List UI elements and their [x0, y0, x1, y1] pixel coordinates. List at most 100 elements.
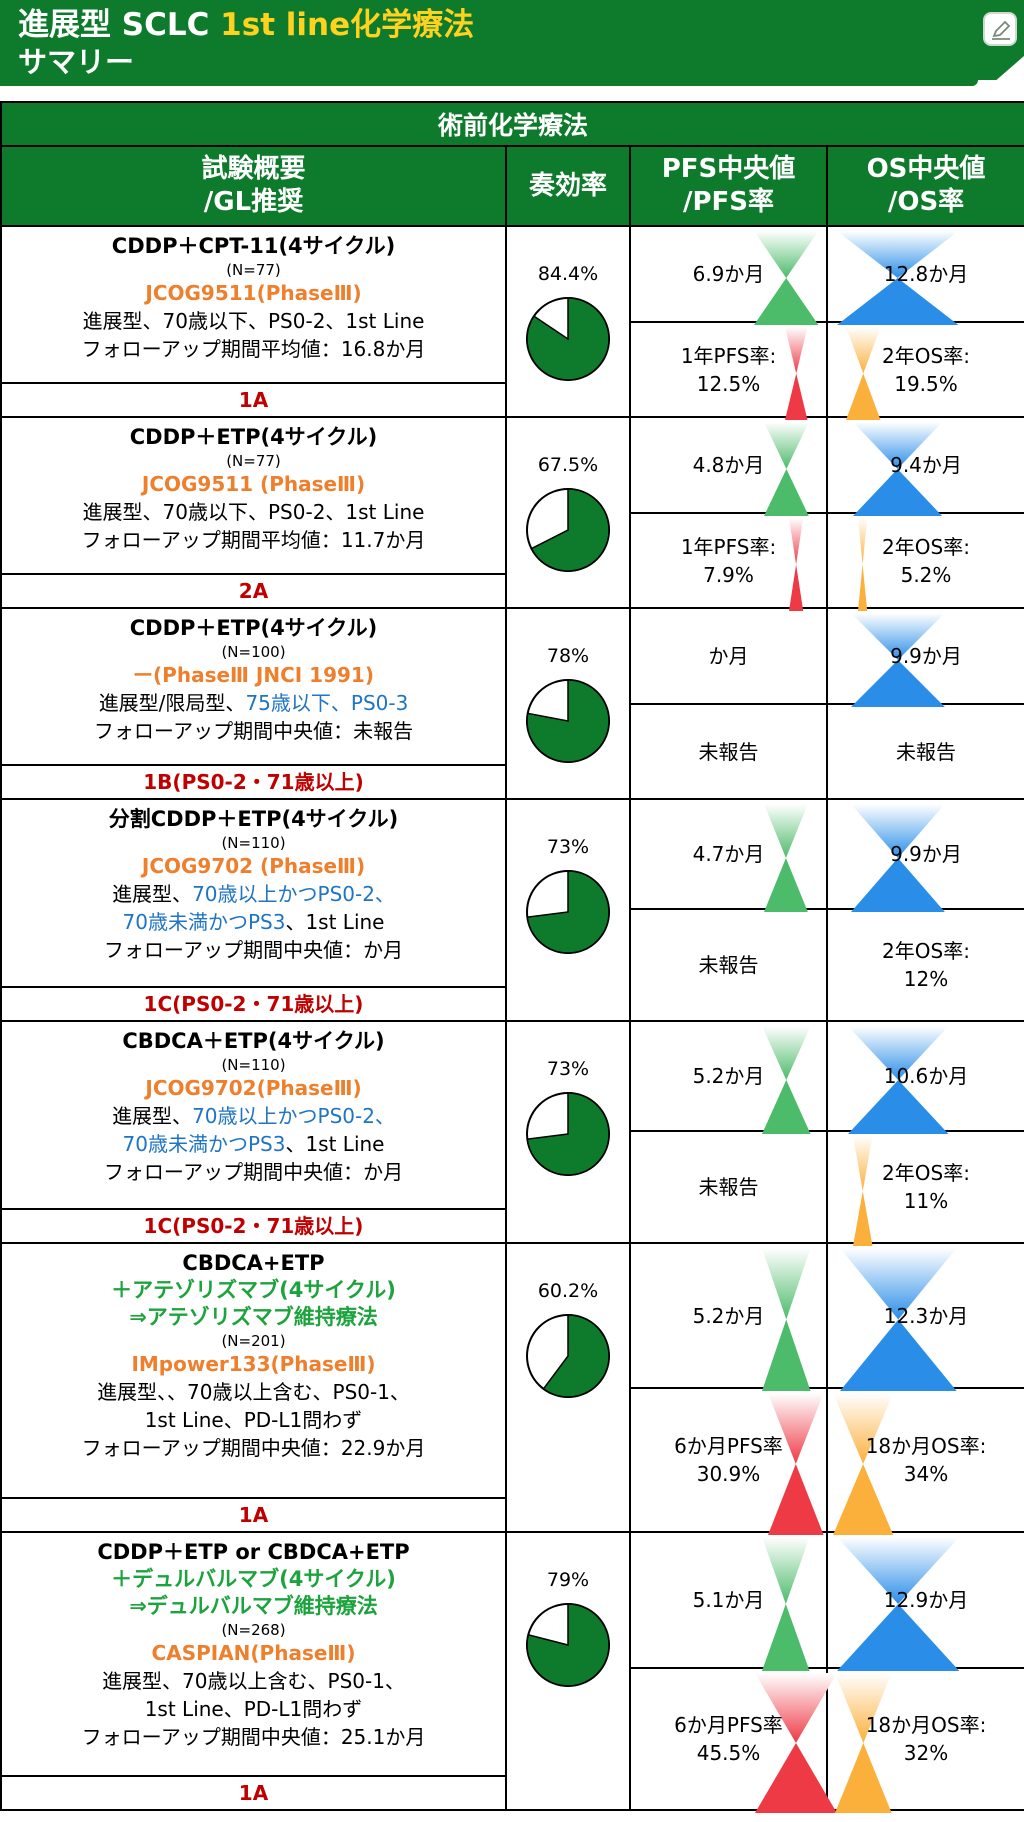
response-rate-cell: 73%	[505, 1020, 631, 1244]
os-rate-cell-hourglass	[832, 1393, 894, 1535]
pfs-median-cell-hourglass	[764, 804, 808, 912]
os-median-cell-text: 12.8か月	[828, 260, 1024, 288]
sample-size: (N=201)	[221, 1332, 286, 1350]
os-rate-cell-box: 2年OS率: 12%	[828, 910, 1024, 1020]
page-header: 進展型 SCLC 1st line化学療法 サマリー	[0, 0, 978, 86]
os-rate-cell-box: 2年OS率: 19.5%	[828, 323, 1024, 420]
description-text: 70歳以上かつPS0-2、	[192, 1104, 395, 1128]
description-text: フォローアップ期間平均値：11.7か月	[81, 528, 426, 552]
study-description: 進展型、70歳以上かつPS0-2、	[4, 880, 503, 908]
pfs-median-cell-text: か月	[631, 642, 826, 670]
os-median-cell-line: 9.9か月	[890, 842, 962, 866]
pfs-median-cell-hourglass-top	[763, 422, 809, 469]
pfs-median-cell-box: 4.8か月	[631, 418, 826, 516]
os-rate-cell-hourglass	[834, 1673, 892, 1813]
trial-name: CASPIAN(PhaseⅢ)	[151, 1641, 356, 1665]
pie-slice-response	[526, 1092, 610, 1176]
regimen-title: ⇒デュルバルマブ維持療法	[129, 1594, 378, 1618]
os-median-cell-hourglass-bottom	[851, 660, 945, 707]
os-median-cell-text: 9.9か月	[828, 642, 1024, 670]
col-header-line: /OS率	[887, 187, 965, 217]
study-box: 分割CDDP＋ETP(4サイクル) (N=110) JCOG9702 (PhaseⅢ…	[2, 800, 505, 1020]
study-cell: CDDP＋ETP(4サイクル) (N=77) JCOG9511 (PhaseⅢ) 進展…	[0, 416, 507, 609]
study-description: 1st Line、PD-L1問わず	[4, 1695, 503, 1723]
pfs-rate-cell-line: 未報告	[698, 1175, 759, 1199]
study-cell: CDDP＋ETP or CBDCA+ETP ＋デュルバルマブ(4サイクル) ⇒デュル…	[0, 1531, 507, 1811]
os-rate-cell-text: 18か月OS率: 32%	[828, 1711, 1024, 1767]
pfs-median-cell-hourglass	[763, 422, 809, 516]
os-rate-cell-hourglass	[845, 327, 881, 420]
pen-edit-icon[interactable]	[983, 12, 1017, 46]
study-description: フォローアップ期間平均値：16.8か月	[4, 335, 503, 363]
description-text: 1st Line、PD-L1問わず	[144, 1697, 363, 1721]
response-rate-label: 79%	[546, 1569, 590, 1591]
description-text: フォローアップ期間中央値：25.1か月	[81, 1725, 426, 1749]
os-median-cell-line: 12.9か月	[883, 1588, 969, 1612]
pfs-rate-cell-hourglass	[784, 327, 808, 420]
os-rate-cell-line: 34%	[903, 1462, 949, 1486]
gl-recommendation: 1C(PS0-2・71歳以上)	[2, 1208, 505, 1242]
trial-name: ー(PhaseⅢ JNCI 1991)	[133, 663, 374, 687]
section-title: 術前化学療法	[0, 101, 1024, 147]
description-text: 70歳未満かつPS3	[122, 1132, 286, 1156]
pfs-median-cell: 4.7か月	[629, 798, 828, 912]
os-rate-cell: 未報告	[825, 703, 1024, 800]
pie-slice-response	[526, 870, 610, 954]
table-row-sub: 1年PFS率: 7.9% 2年OS率: 5.2%	[1, 512, 1024, 611]
pfs-median-cell-text: 5.2か月	[631, 1062, 826, 1090]
pfs-rate-cell-box: 1年PFS率: 12.5%	[631, 323, 826, 420]
os-median-cell-hourglass	[851, 804, 945, 912]
os-median-cell-line: 9.4か月	[890, 453, 962, 477]
regimen-title: ⇒アテゾリズマブ維持療法	[129, 1305, 378, 1329]
gl-recommendation: 1A	[2, 382, 505, 416]
description-text: フォローアップ期間中央値：未報告	[93, 719, 414, 743]
os-rate-cell: 2年OS率: 5.2%	[825, 512, 1024, 611]
os-median-cell: 9.9か月	[825, 607, 1024, 707]
pfs-median-cell-hourglass-bottom	[764, 858, 808, 912]
pfs-rate-cell-hourglass	[788, 518, 804, 611]
study-summary: CBDCA+ETP ＋アテゾリズマブ(4サイクル) ⇒アテゾリズマブ維持療法 (N=2…	[2, 1244, 505, 1497]
pfs-median-cell-hourglass-top	[761, 1248, 811, 1320]
study-description: 進展型、、70歳以上含む、PS0-1、	[4, 1378, 503, 1406]
description-text: 進展型、70歳以上含む、PS0-1、	[102, 1669, 405, 1693]
pfs-median-cell-line: か月	[708, 644, 749, 668]
response-rate-cell: 73%	[505, 798, 631, 1022]
col-header-line: /GL推奨	[203, 187, 304, 217]
pfs-rate-cell-hourglass-top	[788, 518, 804, 565]
description-text: 進展型、、70歳以上含む、PS0-1、	[97, 1380, 410, 1404]
table-row: 分割CDDP＋ETP(4サイクル) (N=110) JCOG9702 (PhaseⅢ…	[0, 798, 1024, 1022]
response-rate-label: 73%	[546, 1058, 590, 1080]
pfs-rate-cell-box: 未報告	[631, 910, 826, 1020]
gl-recommendation: 2A	[2, 573, 505, 607]
pfs-median-cell-line: 4.8か月	[692, 453, 765, 477]
regimen-title: ＋アテゾリズマブ(4サイクル)	[111, 1278, 396, 1302]
response-pie-chart	[526, 679, 610, 763]
pfs-median-cell-text: 5.1か月	[631, 1586, 826, 1614]
os-rate-cell: 18か月OS率: 34%	[825, 1387, 1024, 1535]
pfs-rate-cell-text: 1年PFS率: 12.5%	[631, 342, 826, 398]
pfs-rate-cell-line: 未報告	[698, 739, 759, 764]
table-row-sub: 未報告 2年OS率: 11%	[1, 1130, 1024, 1246]
pfs-median-cell-hourglass-bottom	[763, 469, 809, 516]
os-median-cell-text: 10.6か月	[828, 1062, 1024, 1090]
pfs-rate-cell-text: 未報告	[631, 951, 826, 979]
pie-slice-response	[530, 488, 610, 572]
study-description: 70歳未満かつPS3、1st Line	[4, 908, 503, 936]
os-median-cell-box: 12.3か月	[828, 1244, 1024, 1391]
pfs-rate-cell-line: 45.5%	[696, 1741, 761, 1765]
os-median-cell-text: 9.4か月	[828, 451, 1024, 479]
pfs-rate-cell-line: 1年PFS率:	[680, 534, 777, 559]
regimen-title: CBDCA＋ETP(4サイクル)	[122, 1029, 385, 1053]
os-rate-cell-hourglass-bottom	[845, 373, 881, 420]
os-rate-cell-hourglass-bottom	[834, 1743, 892, 1813]
os-rate-cell-box: 18か月OS率: 34%	[828, 1389, 1024, 1535]
pfs-median-cell: 4.8か月	[629, 416, 828, 516]
response-pie-chart	[526, 488, 610, 572]
pfs-rate-cell-text: 6か月PFS率 30.9%	[631, 1432, 826, 1488]
os-median-cell-hourglass-top	[847, 1026, 949, 1080]
description-text: フォローアップ期間中央値：22.9か月	[81, 1436, 426, 1460]
study-description: フォローアップ期間中央値：25.1か月	[4, 1723, 503, 1751]
pfs-rate-cell-line: 未報告	[698, 953, 759, 977]
description-text: 1st Line、PD-L1問わず	[144, 1408, 363, 1432]
col-header-response: 奏効率	[505, 145, 631, 227]
